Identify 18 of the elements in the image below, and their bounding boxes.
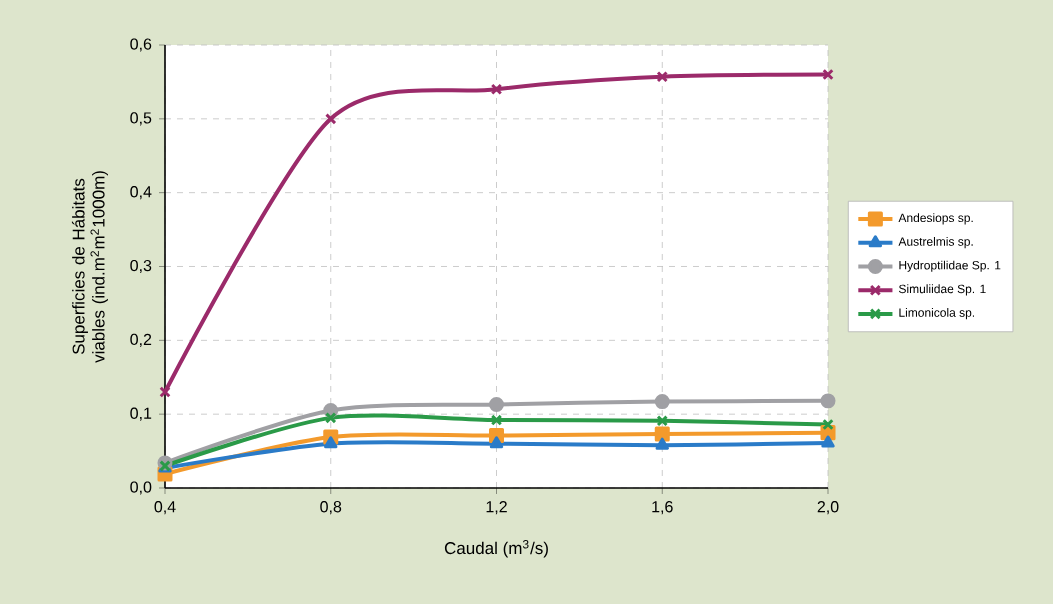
legend-label: Limonicola sp. (899, 308, 975, 320)
x-tick-label: 2,0 (817, 501, 839, 515)
legend-label: Andesiops sp. (898, 213, 973, 225)
x-tick-label: 1,6 (652, 501, 673, 515)
x-tick-label: 1,2 (486, 501, 507, 515)
legend-label: Hydroptilidae Sp. 1 (899, 260, 1001, 272)
y-tick-label: 0,4 (130, 186, 152, 200)
y-tick-label: 0,3 (130, 259, 152, 274)
legend-label: Austrelmis sp. (898, 236, 973, 249)
y-tick-label: 0,5 (130, 112, 152, 126)
y-tick-label: 0,6 (130, 38, 152, 52)
x-tick-label: 0,4 (154, 501, 176, 515)
y-tick-label: 0,1 (130, 407, 152, 421)
y-tick-label: 0,0 (130, 481, 152, 495)
x-axis-title: Caudal (m$^{3}$/s) (444, 540, 548, 558)
y-tick-label: 0,2 (130, 333, 152, 347)
x-tick-label: 0,8 (320, 501, 342, 515)
legend-label: Simuliidae Sp. 1 (898, 284, 986, 296)
